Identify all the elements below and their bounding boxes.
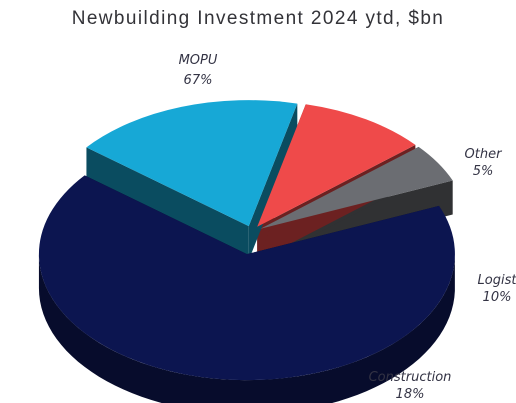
slice-label-mopu: MOPU [179, 53, 218, 68]
pie-top-layer [38, 100, 455, 381]
chart-title: Newbuilding Investment 2024 ytd, $bn [71, 8, 445, 29]
slice-mopu [38, 175, 455, 381]
slice-value-mopu: 67% [184, 73, 213, 88]
slice-label-other: Other [465, 147, 504, 162]
slice-other [260, 146, 453, 229]
slice-wall-construction-start [86, 147, 249, 261]
slice-side-mopu [38, 254, 455, 403]
slice-value-construction: 18% [396, 387, 425, 402]
slice-construction [86, 100, 298, 227]
slice-label-logist: Logist [478, 273, 516, 288]
slice-value-logist: 10% [483, 290, 512, 305]
slice-logist [257, 104, 416, 227]
slice-label-construction: Construction [369, 370, 452, 385]
slice-value-other: 5% [473, 164, 494, 179]
pie-labels: MOPU 67% Construction 18% Logist 10% Other 5% [179, 53, 516, 402]
